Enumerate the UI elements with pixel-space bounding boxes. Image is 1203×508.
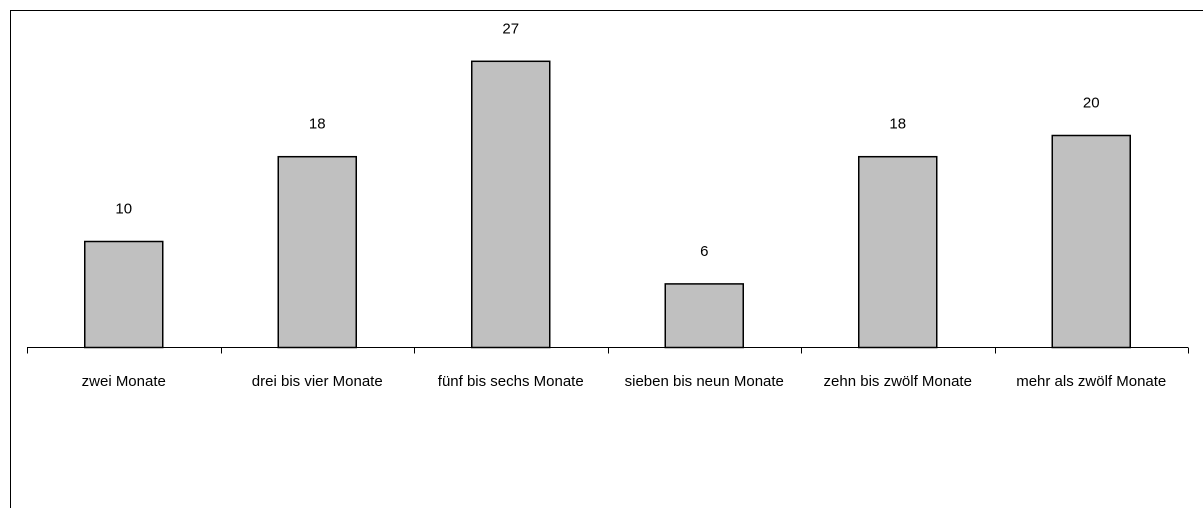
x-tick-label: zehn bis zwölf Monate: [824, 373, 972, 390]
data-label: 18: [889, 116, 906, 133]
bar: [84, 240, 164, 349]
x-tick-label: mehr als zwölf Monate: [1016, 373, 1166, 390]
chart-border: [10, 10, 1203, 508]
data-label: 10: [115, 200, 132, 217]
data-label: 6: [700, 243, 708, 260]
x-tick-label: fünf bis sechs Monate: [438, 373, 584, 390]
x-tick-label: sieben bis neun Monate: [625, 373, 784, 390]
data-label: 27: [502, 20, 519, 37]
bar: [858, 155, 938, 349]
bar: [664, 283, 744, 349]
x-tick-label: drei bis vier Monate: [252, 373, 383, 390]
data-label: 20: [1083, 94, 1100, 111]
data-label: 18: [309, 116, 326, 133]
bar: [1051, 134, 1131, 349]
bar: [277, 155, 357, 349]
bar: [471, 60, 551, 349]
x-tick-label: zwei Monate: [82, 373, 166, 390]
